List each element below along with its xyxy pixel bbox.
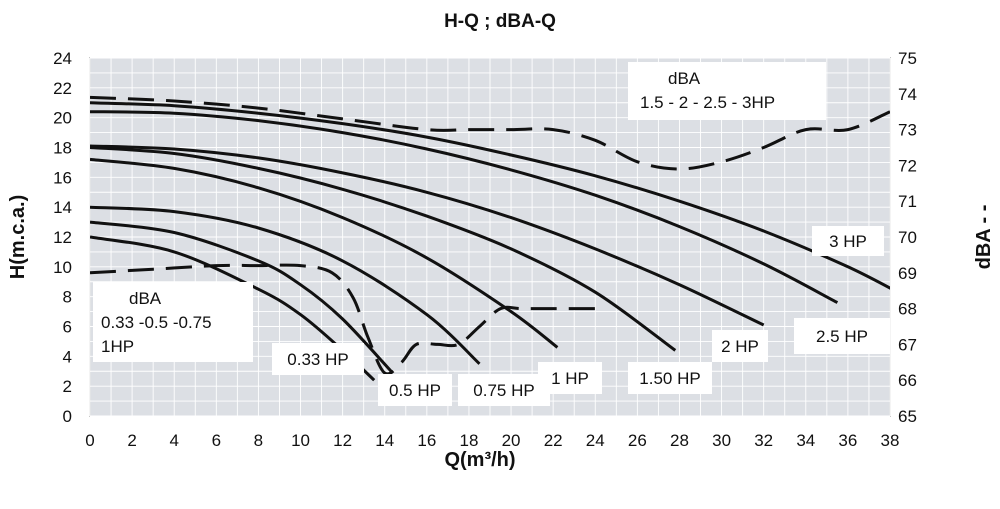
dba-high-box [628,62,826,120]
series-label-0: 0.33 HP [272,343,364,375]
series-label-2: 0.75 HP [458,374,550,406]
pump-curve-7 [90,101,890,290]
series-label-box [794,318,890,354]
y2-tick-label: 70 [898,228,917,247]
x-tick-label: 12 [333,431,352,450]
y2-axis-title: dBA - - [973,205,995,270]
x-axis-title: Q(m³/h) [444,449,515,471]
chart-title: H-Q ; dBA-Q [444,11,556,32]
x-tick-label: 34 [796,431,815,450]
series-label-4: 1.50 HP [628,362,712,394]
series-label-text: 2 HP [721,337,759,356]
pump-curve-4 [90,146,677,352]
x-tick-label: 30 [712,431,731,450]
y-tick-label: 16 [53,168,72,187]
x-tick-label: 16 [417,431,436,450]
y2-tick-label: 74 [898,85,917,104]
series-label-text: 0.75 HP [473,381,534,400]
x-tick-label: 36 [838,431,857,450]
annotation-boxes: dBA 1.5 - 2 - 2.5 - 3HP dBA 0.33 -0.5 -0… [93,62,826,362]
series-label-1: 0.5 HP [378,374,452,406]
series-label-box [272,343,364,375]
y2-tick-label: 67 [898,335,917,354]
pump-curve-5 [90,144,765,327]
series-label-box [538,362,602,394]
y2-tick-label: 69 [898,264,917,283]
x-tick-label: 38 [881,431,900,450]
y-tick-label: 20 [53,109,72,128]
x-tick-label: 8 [254,431,263,450]
series-label-6: 2.5 HP [794,318,890,354]
series-labels: 0.33 HP 0.5 HP 0.75 HP 1 HP 1.50 HP 2 HP 2.5 H… [272,226,890,406]
x-tick-label: 4 [169,431,178,450]
x-tick-label: 0 [85,431,94,450]
y-axis-title: H(m.c.a.) [7,195,29,279]
dba-high-title: dBA [668,69,701,88]
x-tick-label: 28 [670,431,689,450]
series-label-box [458,374,550,406]
series-label-text: 1.50 HP [639,369,700,388]
y-tick-label: 24 [53,49,72,68]
y-tick-label: 8 [63,288,72,307]
y-tick-label: 22 [53,79,72,98]
x-tick-label: 24 [586,431,605,450]
series-label-text: 0.5 HP [389,381,441,400]
x-tick-label: 22 [544,431,563,450]
y2-tick-label: 73 [898,121,917,140]
series-label-3: 1 HP [538,362,602,394]
y-tick-label: 12 [53,228,72,247]
x-tick-label: 18 [459,431,478,450]
y2-tick-label: 75 [898,49,917,68]
x-tick-label: 6 [212,431,221,450]
series-label-box [628,362,712,394]
x-tick-label: 10 [291,431,310,450]
x-tick-label: 2 [127,431,136,450]
y-tick-label: 4 [63,347,72,366]
dba-low-models-1: 0.33 -0.5 -0.75 [101,313,212,332]
dba-low-title: dBA [129,289,162,308]
dba-curve-8 [90,263,606,376]
series-label-5: 2 HP [712,330,768,362]
y2-tick-label: 68 [898,300,917,319]
series-label-text: 0.33 HP [287,350,348,369]
dba-low-models-2: 1HP [101,337,134,356]
x-tick-label: 32 [754,431,773,450]
y-tick-label: 2 [63,377,72,396]
y2-tick-label: 71 [898,192,917,211]
y-tick-label: 14 [53,198,72,217]
pump-curve-6 [90,110,839,304]
series-lines [90,95,890,382]
y2-tick-label: 66 [898,371,917,390]
y-tick-label: 18 [53,139,72,158]
x-tick-label: 14 [375,431,394,450]
dba-curve-9 [90,95,890,171]
pump-curve-2 [90,205,481,365]
y-tick-label: 10 [53,258,72,277]
dba-low-box [93,282,253,362]
x-tick-label: 20 [502,431,521,450]
tick-labels: 0 2 4 6 8 10 12 14 16 18 20 22 24 26 28 30 32 34 36 3802468… [53,49,917,450]
dba-high-models: 1.5 - 2 - 2.5 - 3HP [640,93,775,112]
y-tick-label: 0 [63,407,72,426]
pump-curve-1 [90,220,393,373]
series-label-box [378,374,452,406]
y2-tick-label: 72 [898,156,917,175]
y2-tick-label: 65 [898,407,917,426]
y-tick-label: 6 [63,318,72,337]
series-label-box [712,330,768,362]
series-label-text: 3 HP [829,232,867,251]
series-label-box [812,226,884,256]
series-label-text: 1 HP [551,369,589,388]
series-label-text: 2.5 HP [816,327,868,346]
series-label-7: 3 HP [812,226,884,256]
x-tick-label: 26 [628,431,647,450]
